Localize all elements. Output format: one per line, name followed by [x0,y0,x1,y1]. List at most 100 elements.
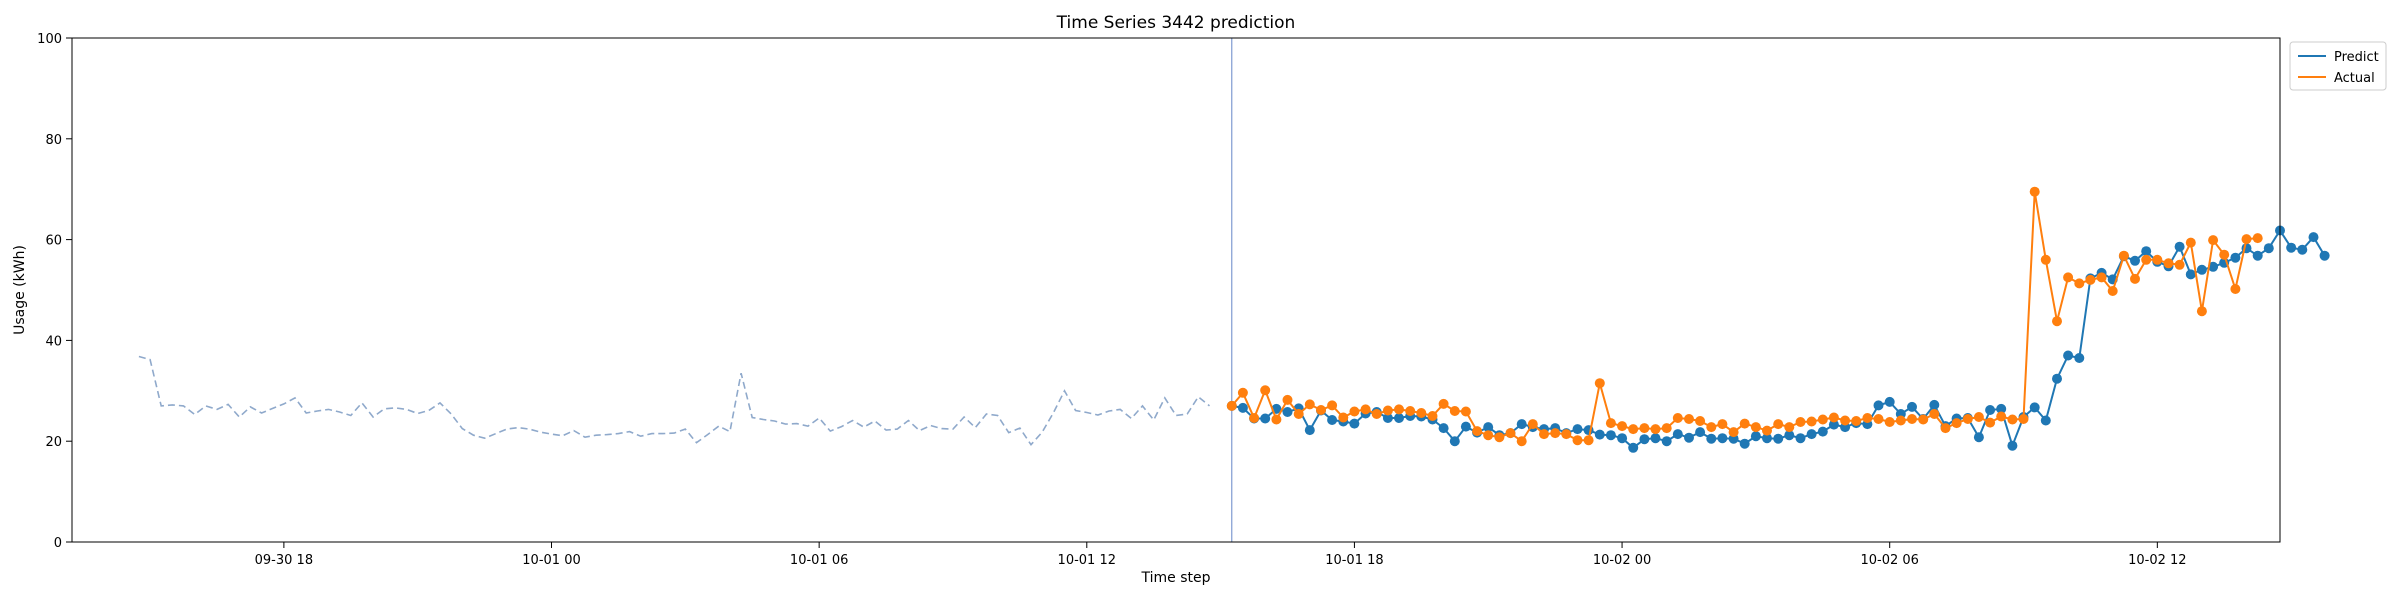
actual-point [2163,258,2174,269]
x-tick-label: 09-30 18 [255,553,313,568]
predict-point [2263,243,2274,254]
actual-point [1460,406,1471,417]
x-axis-label: Time step [1141,570,1211,586]
actual-point [1316,405,1326,415]
predict-point [1394,413,1404,423]
actual-point [1762,425,1772,436]
actual-point [1338,412,1349,423]
predict-point [1617,433,1628,444]
actual-point [1617,421,1628,432]
actual-point [1661,423,1672,434]
actual-point [1449,406,1460,416]
y-tick-label: 80 [45,133,62,148]
actual-point [1405,406,1416,416]
y-tick-label: 60 [45,234,62,249]
actual-series [1226,186,2263,447]
actual-point [1951,418,1962,429]
actual-point [1594,378,1605,389]
predict-point [1628,442,1639,453]
actual-point [1371,409,1382,419]
predict-point [2063,350,2074,361]
actual-point [1438,398,1449,409]
predict-point [2174,241,2185,252]
actual-point [2230,284,2241,294]
actual-point [1505,428,1516,439]
actual-point [2074,278,2085,289]
predict-point [1304,425,1315,436]
x-tick-label: 10-01 06 [790,553,848,568]
x-tick-label: 10-01 18 [1325,553,1383,568]
actual-point [1628,424,1639,435]
axes-frame [71,37,2281,543]
plot-area [138,38,2330,542]
actual-point [1873,414,1884,424]
predict-point [1717,433,1728,444]
predict-point [2208,261,2219,272]
actual-point [1427,411,1438,421]
x-tick-label: 10-02 06 [1860,553,1918,568]
actual-point [1639,423,1650,434]
actual-point [1327,400,1338,411]
predict-point [1784,430,1795,441]
actual-point [1940,423,1951,434]
predict-point [1594,429,1605,440]
actual-point [1572,435,1583,446]
predict-point [1973,432,1984,443]
actual-point [1416,408,1427,418]
actual-point [1293,409,1304,419]
actual-point [1907,414,1917,424]
actual-point [1483,430,1494,441]
actual-point [2252,233,2263,244]
actual-point [2196,306,2207,317]
predict-point [1460,421,1471,432]
predict-point [1817,426,1828,437]
actual-point [2018,414,2029,424]
predict-point [1706,433,1717,444]
actual-point [1271,414,1282,425]
actual-point [1494,432,1505,443]
actual-point [2174,259,2185,270]
predict-point [2185,269,2196,280]
x-tick-label: 10-02 12 [2128,553,2186,568]
predict-point [2029,402,2040,413]
actual-point [1539,429,1549,440]
actual-point [1550,428,1561,439]
predict-point [1828,419,1839,430]
predict-point [2141,246,2152,257]
actual-point [1672,413,1683,423]
axes: 0 20 40 60 80 100 09-30 18 10-01 00 10-01 06 10-0… [37,32,2281,568]
predict-point [1449,436,1460,447]
actual-line [1231,191,2258,443]
actual-point [1929,409,1940,419]
predict-point [1985,405,1996,415]
legend-actual-label: Actual [2334,71,2375,86]
actual-point [1394,404,1404,415]
predict-point [1996,403,2007,414]
predict-point [2297,244,2308,255]
actual-point [1349,406,1360,417]
actual-point [2241,234,2252,245]
predict-point [2308,232,2319,243]
y-tick-label: 100 [37,32,62,47]
predict-point [1929,399,1940,410]
predict-point [1572,424,1583,435]
x-tick-label: 10-02 00 [1593,553,1651,568]
actual-point [1840,415,1851,426]
predict-point [1750,431,1761,442]
actual-point [1862,413,1873,423]
actual-point [2141,254,2152,265]
actual-point [1973,412,1984,422]
actual-point [1650,424,1661,435]
predict-point [1650,433,1661,444]
actual-point [1226,400,1237,411]
legend-predict-label: Predict [2334,50,2379,65]
predict-point [1806,429,1817,440]
predict-point [1695,427,1706,438]
actual-point [1739,418,1750,429]
actual-point [1717,419,1728,430]
actual-point [2208,235,2219,246]
actual-point [1773,419,1784,430]
actual-point [2063,272,2074,283]
chart-title: Time Series 3442 prediction [1056,13,1296,33]
